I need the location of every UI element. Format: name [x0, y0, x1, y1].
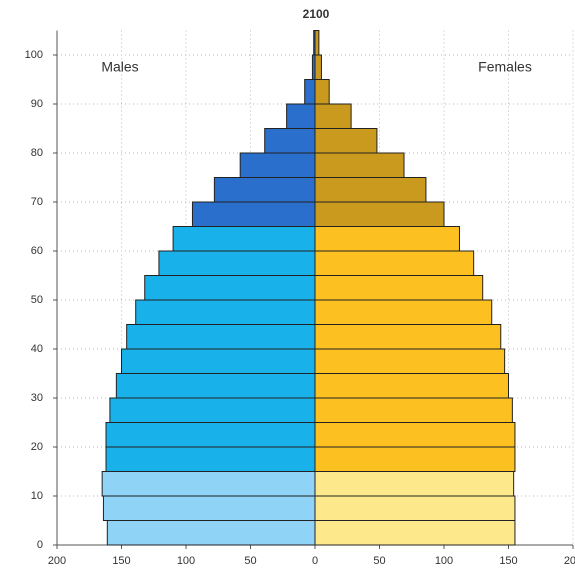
x-tick-label: 150 — [499, 555, 517, 567]
bar — [121, 348, 316, 374]
y-tick-label: 70 — [31, 196, 43, 208]
bar — [106, 520, 316, 546]
bar — [314, 54, 322, 80]
y-tick-label: 20 — [31, 441, 43, 453]
bar — [314, 201, 445, 227]
bar — [314, 128, 378, 154]
bar — [314, 446, 516, 472]
y-tick-label: 90 — [31, 98, 43, 110]
x-tick-label: 100 — [177, 555, 195, 567]
bar — [264, 128, 316, 154]
bar — [158, 250, 316, 276]
x-tick-label: 0 — [312, 555, 318, 567]
x-tick-label: 150 — [112, 555, 130, 567]
x-tick-label: 200 — [564, 555, 575, 567]
bar — [144, 275, 316, 301]
bar — [314, 79, 330, 105]
y-tick-label: 80 — [31, 147, 43, 159]
bar — [314, 177, 427, 203]
legend-label: Males — [101, 59, 138, 75]
bar — [314, 275, 484, 301]
x-tick-label: 100 — [435, 555, 453, 567]
y-tick-label: 60 — [31, 245, 43, 257]
bar — [135, 299, 316, 325]
bar — [304, 79, 316, 105]
bar — [109, 397, 316, 423]
y-tick-label: 10 — [31, 490, 43, 502]
legend-label: Females — [478, 59, 532, 75]
y-tick-label: 100 — [25, 49, 43, 61]
x-tick-label: 50 — [244, 555, 256, 567]
bar — [314, 30, 320, 56]
bar — [314, 471, 515, 497]
bar — [314, 495, 516, 521]
bar — [314, 250, 475, 276]
bar — [314, 324, 502, 350]
chart-title: 2100 — [303, 7, 330, 21]
bar — [126, 324, 316, 350]
bar — [105, 422, 316, 448]
bar — [105, 446, 316, 472]
x-tick-label: 50 — [373, 555, 385, 567]
bar — [101, 471, 316, 497]
bar — [314, 348, 506, 374]
y-tick-label: 30 — [31, 392, 43, 404]
bar — [102, 495, 316, 521]
bar — [286, 103, 316, 129]
bar — [239, 152, 316, 178]
bar — [314, 103, 352, 129]
bar — [314, 373, 509, 399]
x-tick-label: 200 — [48, 555, 66, 567]
y-tick-label: 0 — [37, 539, 43, 551]
bar — [115, 373, 316, 399]
bar — [314, 397, 513, 423]
bar — [314, 152, 405, 178]
bar — [314, 422, 516, 448]
y-tick-label: 40 — [31, 343, 43, 355]
bar — [172, 226, 316, 252]
bar — [314, 520, 516, 546]
bar — [314, 226, 460, 252]
bar — [314, 299, 493, 325]
bar — [191, 201, 316, 227]
bar — [213, 177, 316, 203]
y-tick-label: 50 — [31, 294, 43, 306]
